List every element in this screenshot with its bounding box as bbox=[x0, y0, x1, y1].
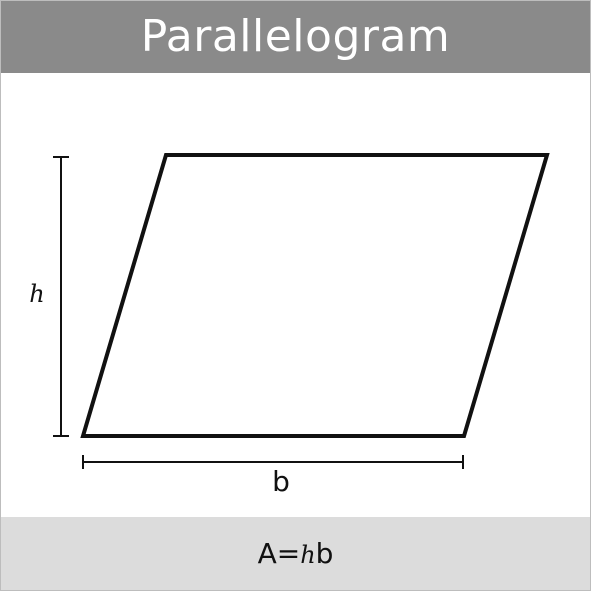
parallelogram-shape bbox=[80, 153, 550, 438]
formula-base: b bbox=[315, 537, 334, 570]
area-formula: A= h b bbox=[258, 537, 334, 570]
parallelogram-diagram: h b bbox=[29, 153, 550, 498]
formula-prefix: A= bbox=[257, 537, 301, 570]
height-dimension bbox=[53, 156, 69, 437]
base-dimension bbox=[82, 455, 464, 469]
height-label: h bbox=[29, 280, 44, 308]
title-bar: Parallelogram bbox=[1, 1, 590, 73]
formula-height: h bbox=[300, 541, 316, 569]
page-title: Parallelogram bbox=[140, 11, 451, 62]
formula-bar: A= h b bbox=[1, 517, 590, 590]
base-label: b bbox=[272, 465, 290, 498]
